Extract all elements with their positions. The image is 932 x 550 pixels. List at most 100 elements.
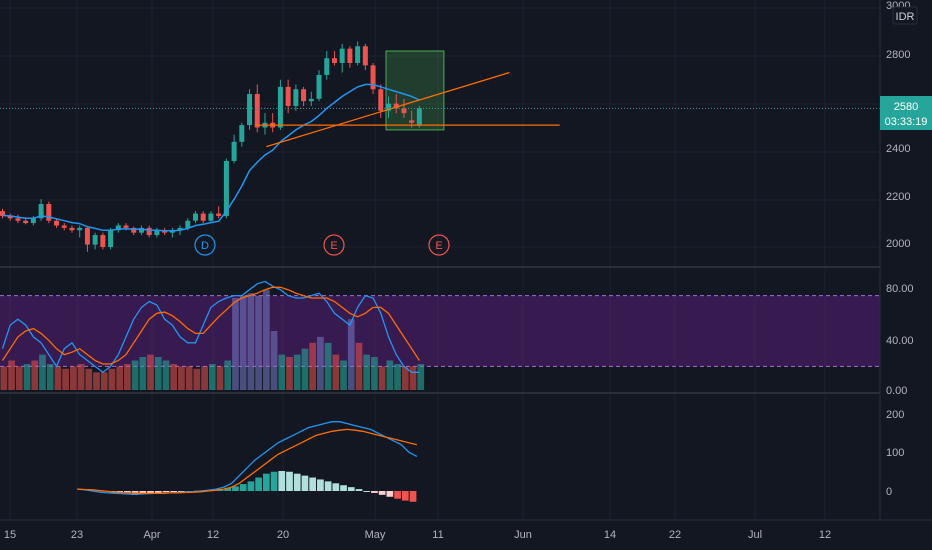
- currency-badge[interactable]: IDR: [892, 6, 918, 25]
- signal-line: [77, 428, 418, 494]
- candle: [301, 86, 307, 106]
- macd-histogram-bar: [378, 491, 386, 495]
- candle: [208, 211, 214, 224]
- candle: [84, 226, 90, 252]
- oscillator-bar: [208, 364, 216, 390]
- candle: [339, 43, 345, 73]
- last-price-value: 2580: [894, 101, 918, 113]
- oscillator-bar: [378, 366, 386, 390]
- candle: [331, 51, 337, 66]
- macd-histogram-bar: [247, 481, 255, 491]
- candle: [146, 225, 152, 238]
- oscillator-bar: [317, 336, 324, 390]
- oscillator-bar: [401, 366, 409, 390]
- oscillator-bar: [147, 354, 154, 390]
- candle: [293, 84, 299, 111]
- oscillator-bar: [332, 354, 340, 390]
- candle: [355, 41, 361, 66]
- time-tick-label: May: [365, 529, 386, 541]
- oscillator-bar: [262, 289, 270, 390]
- candle: [100, 232, 106, 250]
- event-marker[interactable]: E: [323, 234, 345, 256]
- oscillator-bar: [93, 372, 100, 390]
- macd-histogram-bar: [363, 491, 371, 492]
- oscillator-bar: [363, 354, 371, 390]
- event-marker[interactable]: D: [194, 234, 216, 256]
- macd-histogram-bar: [347, 487, 355, 491]
- oscillator-bar: [77, 364, 85, 390]
- candle: [223, 158, 229, 219]
- candle: [247, 89, 253, 130]
- trendline[interactable]: [266, 71, 510, 148]
- macd-histogram-bar: [154, 491, 162, 493]
- candle: [54, 218, 60, 228]
- k-line: [1, 280, 420, 374]
- candle: [69, 225, 75, 233]
- candle: [216, 206, 222, 219]
- macd-panel[interactable]: [77, 421, 418, 502]
- event-marker-label: D: [201, 240, 209, 252]
- oscillator-bar: [386, 360, 394, 390]
- macd-histogram-bar: [162, 491, 170, 493]
- macd-axis[interactable]: 200 100 0: [886, 409, 904, 498]
- oscillator-axis[interactable]: 80.00 40.00 0.00: [886, 283, 914, 397]
- macd-histogram-bar: [139, 491, 147, 495]
- time-axis[interactable]: 15 23 Apr 12 20 May 11 Jun 14 22 Jul 12: [0, 519, 932, 541]
- candle: [362, 43, 368, 71]
- macd-histogram-bar: [332, 483, 340, 491]
- oscillator-bar: [255, 295, 262, 390]
- candle: [386, 96, 391, 118]
- price-panel[interactable]: [0, 41, 880, 252]
- time-tick-label: 12: [819, 529, 831, 541]
- candle: [15, 214, 21, 224]
- candle: [162, 227, 168, 236]
- d-line: [1, 286, 420, 365]
- oscillator-bar: [139, 356, 147, 390]
- macd-histogram-bar: [301, 475, 309, 491]
- event-marker[interactable]: E: [428, 234, 450, 256]
- oscillator-bar: [340, 360, 347, 390]
- macd-histogram-bar: [340, 485, 347, 491]
- oscillator-panel[interactable]: [0, 280, 880, 390]
- candle: [138, 225, 144, 236]
- oscillator-bar: [100, 372, 108, 390]
- oscillator-bar: [62, 368, 69, 390]
- candle: [416, 105, 422, 128]
- event-marker-label: E: [330, 240, 337, 252]
- macd-histogram-bar: [147, 491, 154, 494]
- osc-tick-label: 0.00: [886, 385, 907, 397]
- oscillator-bar: [116, 366, 124, 390]
- price-tick-label: 2000: [886, 238, 910, 250]
- macd-tick-label: 0: [886, 486, 892, 498]
- oscillator-bar: [371, 356, 378, 390]
- macd-histogram-bar: [278, 470, 286, 491]
- time-tick-label: 14: [604, 529, 616, 541]
- highlight-box[interactable]: [385, 50, 445, 131]
- oscillator-bar: [301, 348, 309, 390]
- oscillator-bar: [224, 360, 232, 390]
- candle: [324, 51, 330, 80]
- oscillator-bar: [85, 368, 93, 390]
- macd-histogram-bar: [317, 479, 324, 491]
- oscillator-bar: [170, 364, 178, 390]
- candle: [370, 62, 376, 95]
- macd-histogram-bar: [401, 491, 409, 501]
- candle: [108, 227, 114, 250]
- macd-histogram-bar: [286, 471, 293, 491]
- macd-histogram-bar: [409, 491, 417, 502]
- oscillator-bar: [31, 360, 39, 390]
- oscillator-bar: [162, 360, 170, 390]
- time-tick-label: Jul: [748, 529, 762, 541]
- oscillator-bar: [417, 364, 425, 390]
- candle: [61, 223, 67, 231]
- overbought-oversold-band: [0, 295, 880, 367]
- candle: [231, 134, 237, 164]
- macd-histogram-bar: [262, 473, 270, 491]
- candle: [38, 199, 44, 221]
- oscillator-bar: [185, 366, 193, 390]
- candle: [131, 226, 137, 236]
- macd-histogram-bar: [232, 486, 239, 491]
- oscillator-bar: [39, 354, 46, 390]
